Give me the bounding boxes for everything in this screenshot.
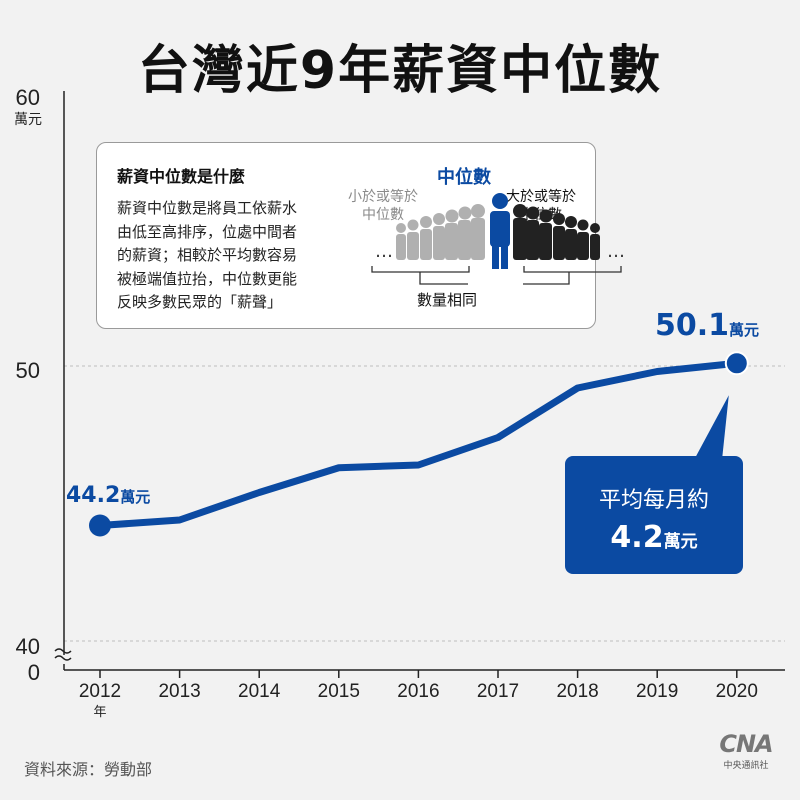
source-text: 資料來源：勞動部 bbox=[24, 760, 153, 779]
x-tick-label: 2015 bbox=[318, 681, 360, 702]
chart-title: 台灣近9年薪資中位數 bbox=[137, 41, 663, 101]
callout-line1: 平均每月約 bbox=[598, 488, 709, 513]
y-unit-label: 萬元 bbox=[14, 112, 42, 128]
y-tick-label: 0 bbox=[28, 660, 40, 685]
y-tick-label: 50 bbox=[16, 358, 40, 383]
end-value-label: 50.1萬元 bbox=[655, 308, 759, 343]
info-box: 薪資中位數是什麼 薪資中位數是將員工依薪水 由低至高排序，位處中間者 的薪資；相… bbox=[96, 142, 625, 329]
start-point bbox=[89, 514, 111, 537]
info-body-line: 由低至高排序，位處中間者 bbox=[117, 222, 298, 241]
info-equal-label: 數量相同 bbox=[417, 291, 478, 309]
x-tick-label: 2013 bbox=[158, 681, 200, 702]
end-point bbox=[724, 351, 749, 376]
x-tick-label: 2020 bbox=[716, 681, 758, 702]
people-figures-icon: … … bbox=[371, 193, 625, 285]
callout-value-row: 4.2萬元 bbox=[565, 520, 743, 555]
start-value: 44.2 bbox=[66, 483, 121, 508]
info-body-line: 的薪資；相較於平均數容易 bbox=[117, 246, 298, 264]
x-tick-label: 2018 bbox=[556, 681, 598, 702]
start-value-label: 44.2萬元 bbox=[66, 483, 150, 508]
info-body-line: 薪資中位數是將員工依薪水 bbox=[117, 199, 298, 217]
info-body: 薪資中位數是將員工依薪水 由低至高排序，位處中間者 的薪資；相較於平均數容易 被… bbox=[117, 197, 335, 315]
info-body-line: 反映多數民眾的「薪聲」 bbox=[117, 293, 283, 311]
start-unit: 萬元 bbox=[120, 488, 151, 506]
cna-logo: CNA 中央通訊社 bbox=[716, 730, 776, 771]
x-tick-label: 2012 bbox=[79, 681, 121, 702]
info-less-line: 中位數 bbox=[362, 207, 404, 223]
info-title: 薪資中位數是什麼 bbox=[117, 167, 246, 186]
x-unit-label: 年 bbox=[93, 705, 106, 720]
info-more-line: 大於或等於 bbox=[506, 189, 576, 205]
info-body-line: 被極端值拉抬，中位數更能 bbox=[117, 269, 298, 288]
callout-pointer bbox=[694, 395, 729, 460]
x-tick-label: 2017 bbox=[477, 681, 519, 702]
info-less-line: 小於或等於 bbox=[348, 189, 418, 205]
callout-value: 4.2 bbox=[610, 520, 664, 555]
x-tick-label: 2019 bbox=[636, 681, 678, 702]
logo-name: 中央通訊社 bbox=[723, 761, 769, 771]
axis-break-mark bbox=[54, 648, 72, 661]
info-less-label: 小於或等於 中位數 bbox=[341, 188, 425, 224]
end-unit: 萬元 bbox=[729, 321, 760, 339]
y-tick-label: 60 bbox=[16, 85, 40, 110]
logo-mark: CNA bbox=[719, 730, 773, 758]
series-line bbox=[96, 359, 741, 529]
info-median-label: 中位數 bbox=[437, 167, 491, 188]
y-tick-label: 40 bbox=[16, 634, 40, 659]
end-value: 50.1 bbox=[655, 308, 730, 343]
callout-unit: 萬元 bbox=[663, 532, 698, 552]
svg-text:…: … bbox=[607, 241, 625, 262]
average-callout: 平均每月約 4.2萬元 bbox=[565, 456, 743, 574]
x-tick-label: 2014 bbox=[238, 681, 281, 702]
x-tick-label: 2016 bbox=[397, 681, 439, 702]
svg-text:…: … bbox=[375, 241, 393, 262]
